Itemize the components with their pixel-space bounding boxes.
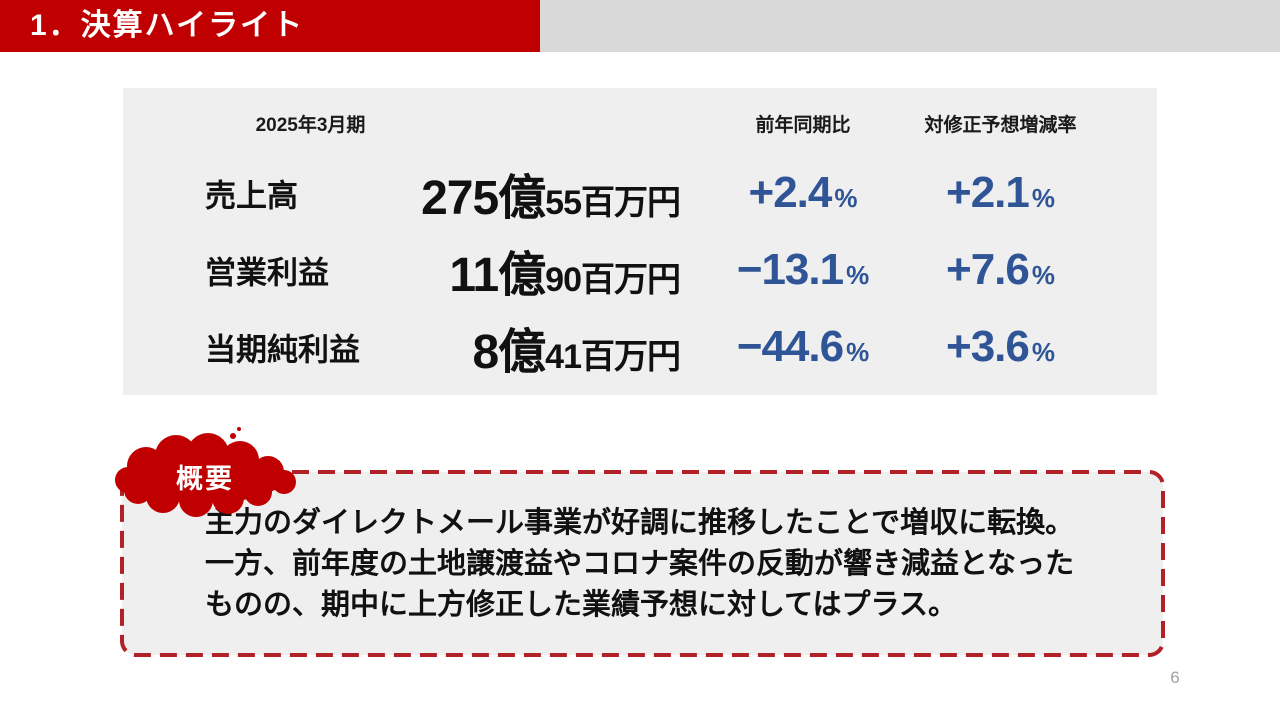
value-major: 275億: [421, 172, 546, 225]
row-label: 売上高: [205, 178, 298, 214]
overview-cloud-icon: 概要: [115, 427, 296, 517]
overview-line: 一方、前年度の土地譲渡益やコロナ案件の反動が響き減益となった: [205, 548, 1075, 580]
value-minor: 41百万円: [545, 338, 681, 376]
percent-sign: %: [846, 337, 870, 367]
value-major: 8億: [472, 326, 546, 379]
overview-box-border: [120, 470, 1165, 657]
percent-sign: %: [1031, 337, 1055, 367]
yoy-value: −44.6%: [736, 322, 870, 371]
period-header: 2025年3月期: [255, 115, 366, 136]
highlights-table: 2025年3月期 前年同期比 対修正予想増減率 売上高 275億55百万円 +2…: [123, 88, 1157, 395]
table-row: 売上高 275億55百万円 +2.4% +2.1%: [123, 158, 1157, 228]
value-major: 11億: [449, 249, 546, 302]
row-label: 当期純利益: [205, 332, 360, 368]
section-title: 1．決算ハイライト: [30, 9, 305, 42]
section-title-bar: 1．決算ハイライト: [0, 0, 540, 52]
row-value: 275億55百万円: [303, 158, 681, 228]
slide-header: 1．決算ハイライト: [0, 0, 1280, 52]
forecast-value: +7.6%: [946, 245, 1055, 294]
overview-line: ものの、期中に上方修正した業績予想に対してはプラス。: [205, 589, 957, 621]
yoy-value: −13.1%: [736, 245, 870, 294]
overview-badge-label: 概要: [176, 464, 234, 494]
table-row: 営業利益 11億90百万円 −13.1% +7.6%: [123, 235, 1157, 305]
overview-text: 主力のダイレクトメール事業が好調に推移したことで増収に転換。 一方、前年度の土地…: [205, 503, 1155, 626]
table-row: 当期純利益 8億41百万円 −44.6% +3.6%: [123, 312, 1157, 382]
row-label: 営業利益: [205, 255, 329, 291]
percent-sign: %: [1031, 260, 1055, 290]
forecast-value: +3.6%: [946, 322, 1055, 371]
forecast-value: +2.1%: [946, 168, 1055, 217]
percent-sign: %: [846, 260, 870, 290]
row-value: 11億90百万円: [303, 235, 681, 305]
percent-sign: %: [1031, 183, 1055, 213]
yoy-value: +2.4%: [748, 168, 858, 217]
percent-sign: %: [834, 183, 858, 213]
overview-line: 主力のダイレクトメール事業が好調に推移したことで増収に転換。: [205, 507, 1075, 539]
column-header-yoy: 前年同期比: [755, 115, 851, 136]
value-minor: 90百万円: [545, 261, 681, 299]
header-gray-extension: [540, 0, 1280, 52]
row-value: 8億41百万円: [303, 312, 681, 382]
value-minor: 55百万円: [545, 184, 681, 222]
page-number: 6: [1170, 668, 1180, 687]
column-header-forecast: 対修正予想増減率: [924, 115, 1077, 136]
